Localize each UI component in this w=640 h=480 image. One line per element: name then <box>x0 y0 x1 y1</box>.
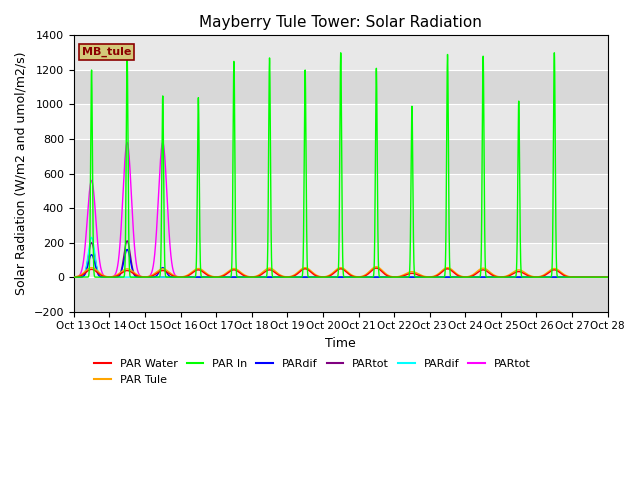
Bar <box>74 105 608 139</box>
Title: Mayberry Tule Tower: Solar Radiation: Mayberry Tule Tower: Solar Radiation <box>199 15 482 30</box>
Bar <box>74 277 608 312</box>
Bar <box>74 36 608 70</box>
Text: MB_tule: MB_tule <box>82 47 131 57</box>
Legend: PAR Water, PAR Tule, PAR In, PARdif, PARtot, PARdif, PARtot: PAR Water, PAR Tule, PAR In, PARdif, PAR… <box>90 355 535 389</box>
Bar <box>74 139 608 173</box>
Y-axis label: Solar Radiation (W/m2 and umol/m2/s): Solar Radiation (W/m2 and umol/m2/s) <box>15 52 28 295</box>
Bar <box>74 208 608 242</box>
X-axis label: Time: Time <box>325 337 356 350</box>
Bar <box>74 173 608 208</box>
Bar <box>74 70 608 105</box>
Bar <box>74 242 608 277</box>
